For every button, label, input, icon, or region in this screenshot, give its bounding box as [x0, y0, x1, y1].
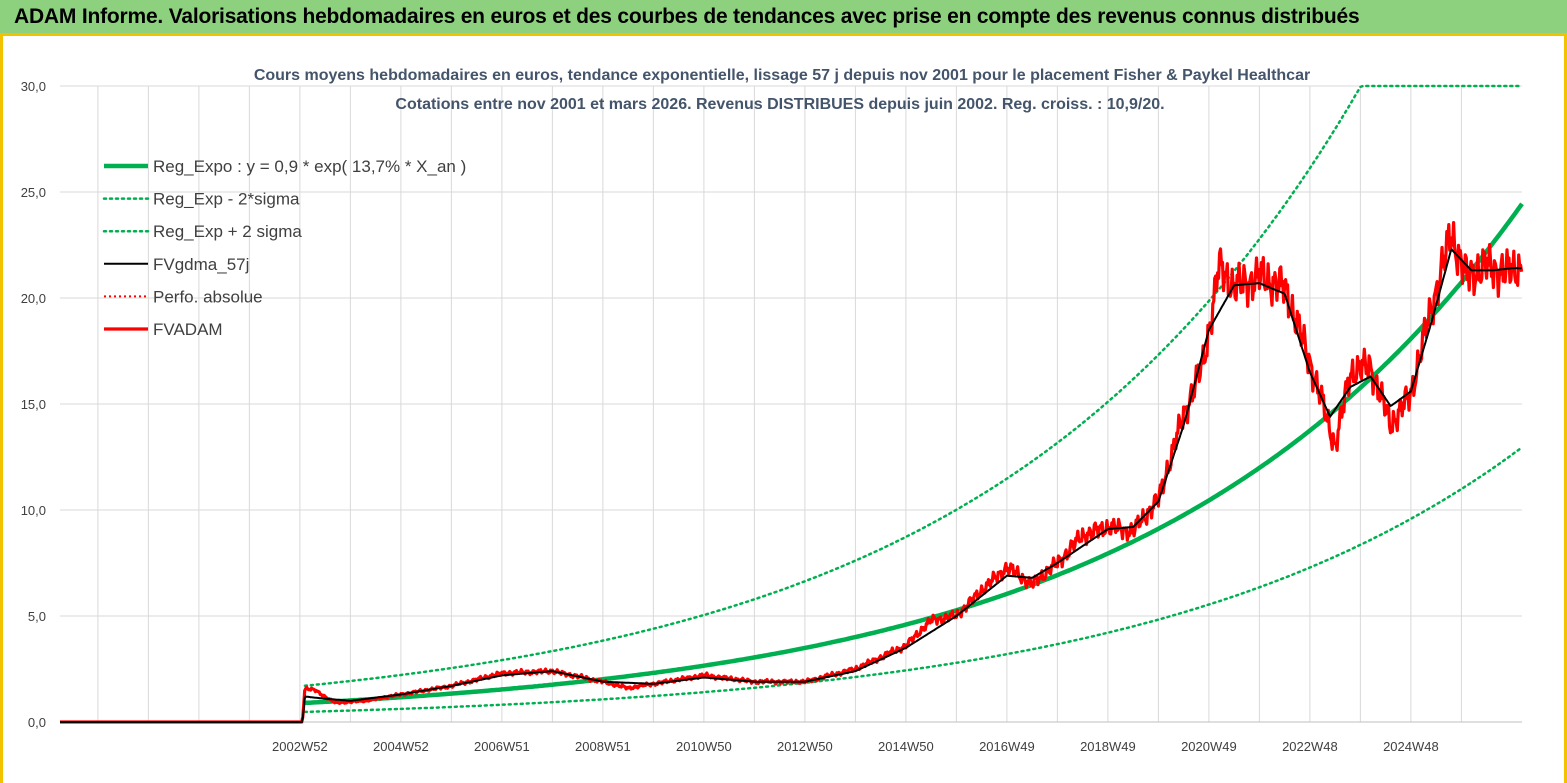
x-tick-label: 2008W51	[575, 739, 631, 754]
legend-label: Reg_Exp - 2*sigma	[153, 190, 300, 209]
legend-label: Reg_Exp + 2 sigma	[153, 222, 302, 241]
x-tick-label: 2020W49	[1181, 739, 1237, 754]
y-tick-label: 15,0	[21, 397, 46, 412]
x-tick-label: 2022W48	[1282, 739, 1338, 754]
axes: 0,0 5,0 10,0 15,0 20,0 25,0 30,0 2002W52 2004W52…	[21, 79, 1522, 754]
grid	[60, 85, 1522, 723]
legend: Reg_Expo : y = 0,9 * exp( 13,7% * X_an )…	[102, 157, 466, 339]
x-tick-label: 2002W52	[272, 739, 328, 754]
y-tick-label: 0,0	[28, 715, 46, 730]
report-banner: ADAM Informe. Valorisations hebdomadaire…	[0, 0, 1567, 36]
reg-exp-minus-2-sigma-line	[303, 446, 1524, 714]
report-title: ADAM Informe. Valorisations hebdomadaire…	[14, 5, 1360, 28]
legend-label: Perfo. absolue	[153, 287, 263, 306]
x-tick-label: 2010W50	[676, 739, 732, 754]
reg-expo-line	[304, 202, 1524, 706]
y-tick-label: 5,0	[28, 609, 46, 624]
x-tick-label: 2016W49	[979, 739, 1035, 754]
x-tick-label: 2014W50	[878, 739, 934, 754]
x-tick-label: 2024W48	[1383, 739, 1439, 754]
reg-exp-plus-2-sigma-line	[303, 84, 1524, 687]
chart-title-line1: Cours moyens hebdomadaires en euros, ten…	[254, 67, 1310, 84]
legend-label: FVgdma_57j	[153, 255, 249, 274]
y-tick-label: 20,0	[21, 291, 46, 306]
y-tick-label: 30,0	[21, 79, 46, 94]
chart-frame	[0, 36, 1567, 783]
chart-title-line2: Cotations entre nov 2001 et mars 2026. R…	[395, 96, 1164, 113]
x-tick-label: 2012W50	[777, 739, 833, 754]
x-tick-label: 2006W51	[474, 739, 530, 754]
x-tick-label: 2018W49	[1080, 739, 1136, 754]
series-group	[59, 84, 1524, 724]
legend-label: FVADAM	[153, 320, 223, 339]
legend-label: Reg_Expo : y = 0,9 * exp( 13,7% * X_an )	[153, 157, 466, 176]
y-tick-label: 25,0	[21, 185, 46, 200]
y-tick-label: 10,0	[21, 503, 46, 518]
x-tick-label: 2004W52	[373, 739, 429, 754]
fvgdma-57j-line	[60, 247, 1522, 723]
